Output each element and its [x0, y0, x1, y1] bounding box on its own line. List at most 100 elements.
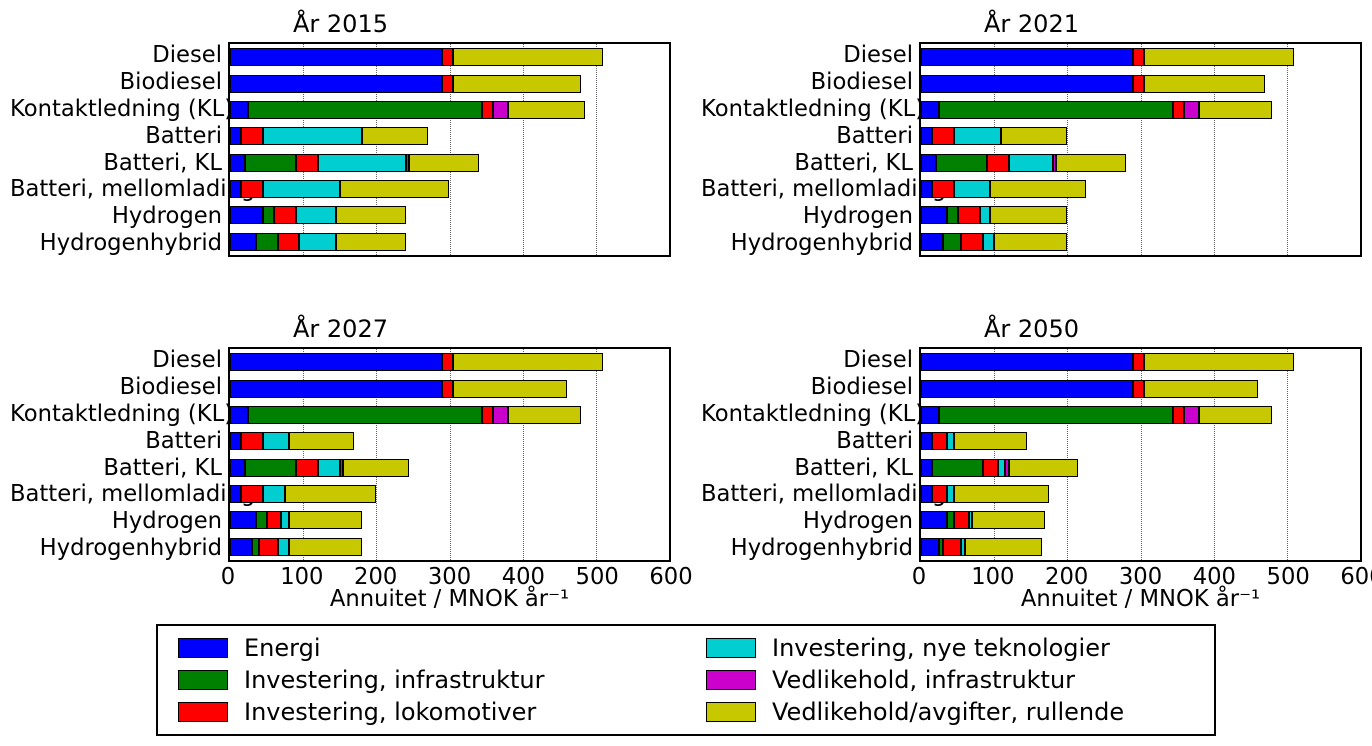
bar-segment [1133, 48, 1144, 66]
bar-segment [921, 233, 943, 251]
bar-segment [248, 101, 482, 119]
y-tick-label: Batteri [10, 125, 222, 148]
legend-label: Vedlikehold/avgifter, rullende [772, 698, 1124, 726]
legend-label: Investering, infrastruktur [244, 666, 544, 694]
subplot-title: År 2027 [10, 315, 671, 343]
bar-segment [961, 233, 983, 251]
figure: År 2015DieselBiodieselKontaktledning (KL… [10, 10, 1362, 736]
bar-segment [921, 206, 947, 224]
bar-row [230, 150, 669, 176]
bar-row [921, 481, 1360, 507]
bar-segment [932, 432, 947, 450]
y-tick-label: Kontaktledning (KL) [10, 98, 222, 121]
y-tick-label: Hydrogen [10, 510, 222, 533]
bar-segment [921, 432, 932, 450]
bar-segment [318, 154, 406, 172]
bar-row [921, 455, 1360, 481]
bar-row [230, 97, 669, 123]
bar-segment [281, 511, 288, 529]
bar-segment [987, 154, 1009, 172]
subplot: År 2015 DieselBiodieselKontaktledning (KL… [10, 10, 671, 307]
bar-row [921, 176, 1360, 202]
bar-segment [1144, 380, 1257, 398]
bar-segment [259, 538, 277, 556]
bar-row [921, 123, 1360, 149]
bar-row [921, 402, 1360, 428]
bar-segment [921, 154, 936, 172]
y-tick-label: Batteri [10, 430, 222, 453]
y-tick-label: Hydrogen [10, 205, 222, 228]
bar-segment [972, 511, 1045, 529]
x-tick-label: 100 [971, 564, 1014, 590]
bar-segment [442, 380, 453, 398]
x-tick-label: 500 [576, 564, 619, 590]
bar-segment [921, 127, 932, 145]
legend-item: Investering, nye teknologier [706, 634, 1194, 662]
plot-area [228, 42, 671, 257]
subplot: År 2050DieselBiodieselKontaktledning (KL… [701, 315, 1362, 612]
bar-segment [954, 180, 991, 198]
plot-area [919, 347, 1362, 562]
bar-segment [921, 180, 932, 198]
bar-segment [947, 206, 958, 224]
plot-area [228, 347, 671, 562]
bar-segment [921, 485, 932, 503]
y-tick-label: Kontaktledning (KL) [701, 403, 913, 426]
bar-segment [1133, 353, 1144, 371]
bar-segment [230, 75, 442, 93]
bar-segment [362, 127, 428, 145]
bar-segment [241, 485, 263, 503]
bar-row [230, 455, 669, 481]
legend-swatch [706, 638, 756, 658]
chart-row: DieselBiodieselKontaktledning (KL)Batter… [10, 42, 671, 257]
bar-segment [299, 233, 336, 251]
bar-segment [230, 432, 241, 450]
legend-label: Investering, lokomotiver [244, 698, 536, 726]
bar-segment [245, 154, 296, 172]
bar-row [230, 507, 669, 533]
bar-segment [921, 511, 947, 529]
bar-segment [248, 406, 482, 424]
bar-segment [983, 459, 998, 477]
bar-row [230, 176, 669, 202]
bar-row [921, 229, 1360, 255]
y-tick-label: Diesel [10, 44, 222, 67]
bar-segment [947, 432, 954, 450]
bar-segment [442, 75, 453, 93]
bar-row [921, 97, 1360, 123]
bar-segment [954, 485, 1049, 503]
bar-segment [1173, 406, 1184, 424]
bar-row [230, 534, 669, 560]
bar-segment [1133, 75, 1144, 93]
bar-segment [508, 406, 581, 424]
bar-segment [980, 206, 991, 224]
bar-row [921, 44, 1360, 70]
bar-row [921, 202, 1360, 228]
subplot-title: År 2015 [10, 10, 671, 38]
chart-row: DieselBiodieselKontaktledning (KL)Batter… [10, 347, 671, 562]
legend-item: Vedlikehold/avgifter, rullende [706, 698, 1194, 726]
y-tick-label: Batteri, KL [10, 152, 222, 175]
bar-row [230, 349, 669, 375]
bar-segment [921, 406, 939, 424]
x-axis: 0100200300400500600Annuitet / MNOK år⁻¹ [919, 562, 1362, 612]
bar-segment [954, 432, 1027, 450]
bar-segment [336, 233, 406, 251]
bar-segment [267, 511, 282, 529]
y-axis-labels: DieselBiodieselKontaktledning (KL)Batter… [701, 347, 919, 562]
legend-label: Energi [244, 634, 321, 662]
x-tick-label: 0 [221, 564, 235, 590]
bar-segment [442, 353, 453, 371]
bars-container [230, 44, 669, 255]
bar-segment [230, 406, 248, 424]
y-tick-label: Biodiesel [701, 376, 913, 399]
bar-segment [947, 485, 954, 503]
bar-segment [263, 180, 340, 198]
legend-swatch [178, 638, 228, 658]
bar-segment [508, 101, 585, 119]
bar-segment [230, 154, 245, 172]
bar-segment [493, 406, 508, 424]
chart-row: DieselBiodieselKontaktledning (KL)Batter… [701, 347, 1362, 562]
bar-segment [252, 538, 259, 556]
legend-item: Investering, infrastruktur [178, 666, 666, 694]
